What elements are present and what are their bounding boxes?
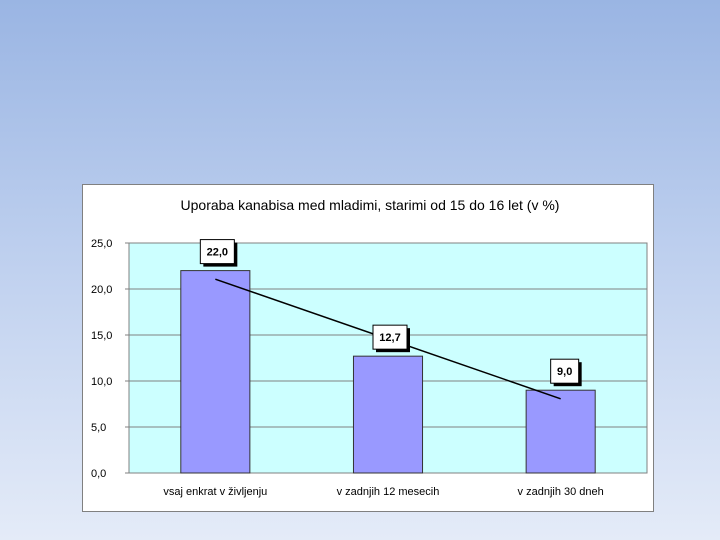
x-tick-label: v zadnjih 12 mesecih (337, 486, 440, 498)
chart-title: Uporaba kanabisa med mladimi, starimi od… (181, 197, 560, 213)
data-label-box (550, 358, 580, 384)
y-tick-label: 20,0 (91, 284, 112, 296)
data-label-box (372, 324, 408, 350)
bar (525, 389, 596, 474)
y-tick-label: 0,0 (91, 468, 106, 480)
data-label: 12,7 (379, 332, 400, 344)
data-label: 9,0 (557, 366, 572, 378)
x-tick-label: vsaj enkrat v življenju (163, 486, 267, 498)
bar-chart: Uporaba kanabisa med mladimi, starimi od… (91, 197, 648, 498)
y-tick-label: 10,0 (91, 376, 112, 388)
bar (352, 355, 424, 474)
y-tick-label: 15,0 (91, 330, 112, 342)
data-label-box (199, 239, 235, 265)
y-tick-label: 25,0 (91, 238, 112, 250)
bar (180, 270, 251, 474)
chart-frame: Uporaba kanabisa med mladimi, starimi od… (82, 184, 654, 512)
y-tick-label: 5,0 (91, 422, 106, 434)
data-label: 22,0 (207, 247, 228, 259)
x-tick-label: v zadnjih 30 dneh (518, 486, 604, 498)
